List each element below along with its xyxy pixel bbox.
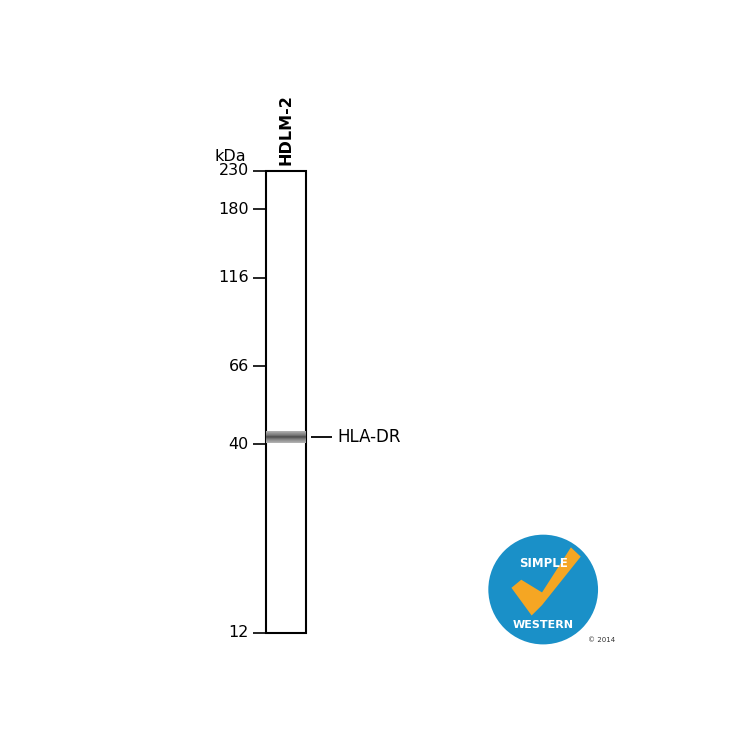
- Text: 230: 230: [218, 164, 249, 178]
- Text: HLA-DR: HLA-DR: [337, 427, 400, 445]
- Text: 12: 12: [228, 626, 249, 640]
- Text: HDLM-2: HDLM-2: [279, 94, 294, 165]
- Polygon shape: [512, 548, 580, 616]
- Circle shape: [488, 535, 598, 644]
- Text: WESTERN: WESTERN: [513, 620, 574, 630]
- Text: © 2014: © 2014: [588, 638, 615, 644]
- Text: 180: 180: [218, 202, 249, 217]
- Bar: [266, 171, 307, 633]
- Text: 66: 66: [229, 358, 249, 374]
- Text: SIMPLE: SIMPLE: [519, 557, 568, 571]
- Text: kDa: kDa: [214, 149, 246, 164]
- Text: 40: 40: [229, 437, 249, 452]
- Text: 116: 116: [218, 271, 249, 286]
